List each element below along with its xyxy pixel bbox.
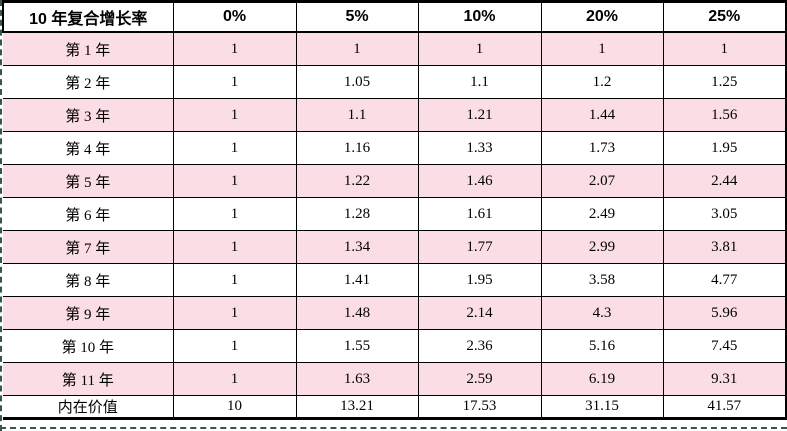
- value-cell: 1: [295, 31, 419, 66]
- value-cell: 1.63: [295, 362, 419, 396]
- value-cell: 13.21: [295, 395, 419, 420]
- value-cell: 1: [417, 31, 542, 66]
- value-cell: 1.73: [540, 131, 664, 165]
- header-row: 10 年复合增长率 0% 5% 10% 20% 25%: [2, 0, 787, 33]
- row-label: 第 1 年: [3, 31, 174, 66]
- value-cell: 1.25: [662, 65, 787, 99]
- value-cell: 1.34: [295, 230, 419, 264]
- row-label: 第 11 年: [3, 362, 174, 396]
- value-cell: 2.36: [417, 329, 542, 363]
- header-cell: 10%: [417, 0, 542, 33]
- header-cell: 25%: [662, 0, 787, 33]
- value-cell: 1.95: [417, 263, 542, 297]
- value-cell: 1: [172, 197, 297, 231]
- table-row: 第 8 年 1 1.41 1.95 3.58 4.77: [3, 263, 787, 297]
- table-row: 内在价值 10 13.21 17.53 31.15 41.57: [3, 395, 787, 420]
- value-cell: 1.46: [417, 164, 542, 198]
- value-cell: 6.19: [540, 362, 664, 396]
- value-cell: 1.1: [295, 98, 419, 132]
- row-label: 内在价值: [3, 395, 174, 420]
- value-cell: 1.16: [295, 131, 419, 165]
- value-cell: 1: [172, 230, 297, 264]
- value-cell: 1.28: [295, 197, 419, 231]
- value-cell: 41.57: [662, 395, 787, 420]
- row-label: 第 6 年: [3, 197, 174, 231]
- value-cell: 1: [662, 31, 787, 66]
- value-cell: 1.56: [662, 98, 787, 132]
- value-cell: 7.45: [662, 329, 787, 363]
- table-row: 第 3 年 1 1.1 1.21 1.44 1.56: [3, 98, 787, 132]
- value-cell: 3.81: [662, 230, 787, 264]
- table-row: 第 11 年 1 1.63 2.59 6.19 9.31: [3, 362, 787, 396]
- value-cell: 1.95: [662, 131, 787, 165]
- value-cell: 1.33: [417, 131, 542, 165]
- value-cell: 1.21: [417, 98, 542, 132]
- value-cell: 1: [172, 131, 297, 165]
- header-cell: 0%: [172, 0, 297, 33]
- value-cell: 2.44: [662, 164, 787, 198]
- value-cell: 1: [172, 98, 297, 132]
- value-cell: 2.59: [417, 362, 542, 396]
- value-cell: 5.96: [662, 296, 787, 330]
- value-cell: 1.41: [295, 263, 419, 297]
- value-cell: 2.49: [540, 197, 664, 231]
- row-label: 第 7 年: [3, 230, 174, 264]
- value-cell: 3.58: [540, 263, 664, 297]
- value-cell: 4.77: [662, 263, 787, 297]
- value-cell: 1.05: [295, 65, 419, 99]
- table-row: 第 10 年 1 1.55 2.36 5.16 7.45: [3, 329, 787, 363]
- value-cell: 31.15: [540, 395, 664, 420]
- row-label: 第 2 年: [3, 65, 174, 99]
- value-cell: 10: [172, 395, 297, 420]
- value-cell: 1: [172, 65, 297, 99]
- table-row: 第 5 年 1 1.22 1.46 2.07 2.44: [3, 164, 787, 198]
- value-cell: 1.61: [417, 197, 542, 231]
- row-label: 第 4 年: [3, 131, 174, 165]
- value-cell: 4.3: [540, 296, 664, 330]
- value-cell: 1: [540, 31, 664, 66]
- table-row: 第 9 年 1 1.48 2.14 4.3 5.96: [3, 296, 787, 330]
- value-cell: 5.16: [540, 329, 664, 363]
- value-cell: 1.1: [417, 65, 542, 99]
- header-cell-title: 10 年复合增长率: [2, 0, 174, 33]
- row-label: 第 9 年: [3, 296, 174, 330]
- value-cell: 1.55: [295, 329, 419, 363]
- value-cell: 2.99: [540, 230, 664, 264]
- value-cell: 1: [172, 362, 297, 396]
- row-label: 第 5 年: [3, 164, 174, 198]
- value-cell: 9.31: [662, 362, 787, 396]
- value-cell: 2.07: [540, 164, 664, 198]
- value-cell: 3.05: [662, 197, 787, 231]
- value-cell: 1.44: [540, 98, 664, 132]
- value-cell: 1: [172, 164, 297, 198]
- value-cell: 17.53: [417, 395, 542, 420]
- value-cell: 1: [172, 329, 297, 363]
- value-cell: 1: [172, 31, 297, 66]
- value-cell: 1.77: [417, 230, 542, 264]
- value-cell: 2.14: [417, 296, 542, 330]
- row-label: 第 3 年: [3, 98, 174, 132]
- table-row: 第 4 年 1 1.16 1.33 1.73 1.95: [3, 131, 787, 165]
- page-break-vertical-line: [0, 0, 2, 431]
- value-cell: 1.48: [295, 296, 419, 330]
- table-row: 第 7 年 1 1.34 1.77 2.99 3.81: [3, 230, 787, 264]
- table-row: 第 2 年 1 1.05 1.1 1.2 1.25: [3, 65, 787, 99]
- row-label: 第 8 年: [3, 263, 174, 297]
- value-cell: 1.22: [295, 164, 419, 198]
- value-cell: 1.2: [540, 65, 664, 99]
- value-cell: 1: [172, 296, 297, 330]
- header-cell: 5%: [295, 0, 419, 33]
- row-label: 第 10 年: [3, 329, 174, 363]
- value-cell: 1: [172, 263, 297, 297]
- header-cell: 20%: [540, 0, 664, 33]
- page-break-horizontal-line: [0, 427, 787, 429]
- table-row: 第 6 年 1 1.28 1.61 2.49 3.05: [3, 197, 787, 231]
